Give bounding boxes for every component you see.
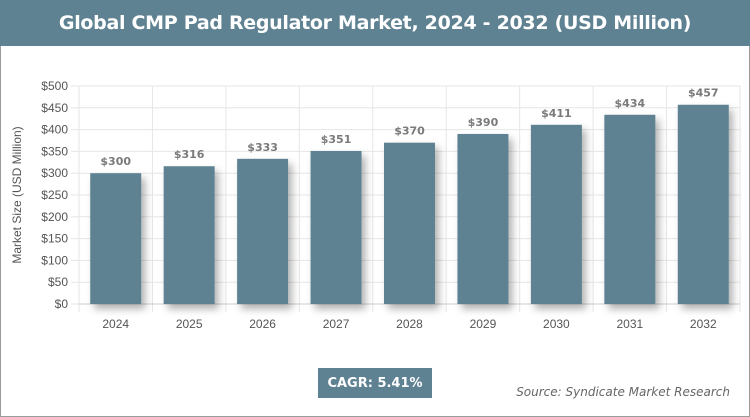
y-tick-label: $0 — [55, 297, 69, 311]
x-tick-label: 2025 — [176, 317, 203, 331]
bar — [457, 133, 509, 304]
cagr-badge: CAGR: 5.41% — [318, 368, 432, 398]
y-axis-title: Market Size (USD Million) — [10, 126, 24, 263]
y-tick-label: $500 — [41, 79, 68, 93]
data-label: $411 — [541, 107, 572, 120]
chart-title: Global CMP Pad Regulator Market, 2024 - … — [0, 0, 750, 46]
y-tick-label: $300 — [41, 166, 68, 180]
bar — [384, 142, 435, 304]
x-tick-label: 2024 — [102, 317, 129, 331]
data-label: $457 — [688, 87, 719, 100]
bar — [237, 158, 289, 304]
x-tick-label: 2027 — [323, 317, 350, 331]
y-tick-label: $350 — [41, 144, 68, 158]
bar — [604, 114, 656, 304]
y-tick-label: $100 — [41, 253, 68, 267]
data-label: $370 — [394, 125, 425, 138]
y-tick-label: $400 — [41, 123, 68, 137]
y-tick-label: $250 — [41, 188, 68, 202]
data-label: $390 — [468, 116, 499, 129]
y-tick-label: $200 — [41, 210, 68, 224]
x-tick-label: 2029 — [470, 317, 497, 331]
x-tick-label: 2028 — [396, 317, 423, 331]
data-label: $300 — [100, 155, 131, 168]
bar — [677, 104, 729, 304]
source-note: Source: Syndicate Market Research — [516, 385, 730, 399]
bar — [90, 173, 142, 304]
x-tick-label: 2032 — [690, 317, 717, 331]
bar — [163, 166, 215, 304]
data-label: $316 — [174, 148, 205, 161]
bar — [530, 124, 582, 304]
y-tick-label: $450 — [41, 101, 68, 115]
x-tick-label: 2026 — [249, 317, 276, 331]
data-label: $351 — [321, 133, 352, 146]
y-tick-label: $50 — [48, 275, 68, 289]
x-tick-label: 2031 — [616, 317, 643, 331]
x-tick-label: 2030 — [543, 317, 570, 331]
y-tick-label: $150 — [41, 232, 68, 246]
data-label: $434 — [615, 97, 646, 110]
data-label: $333 — [247, 141, 278, 154]
bar — [310, 150, 362, 304]
